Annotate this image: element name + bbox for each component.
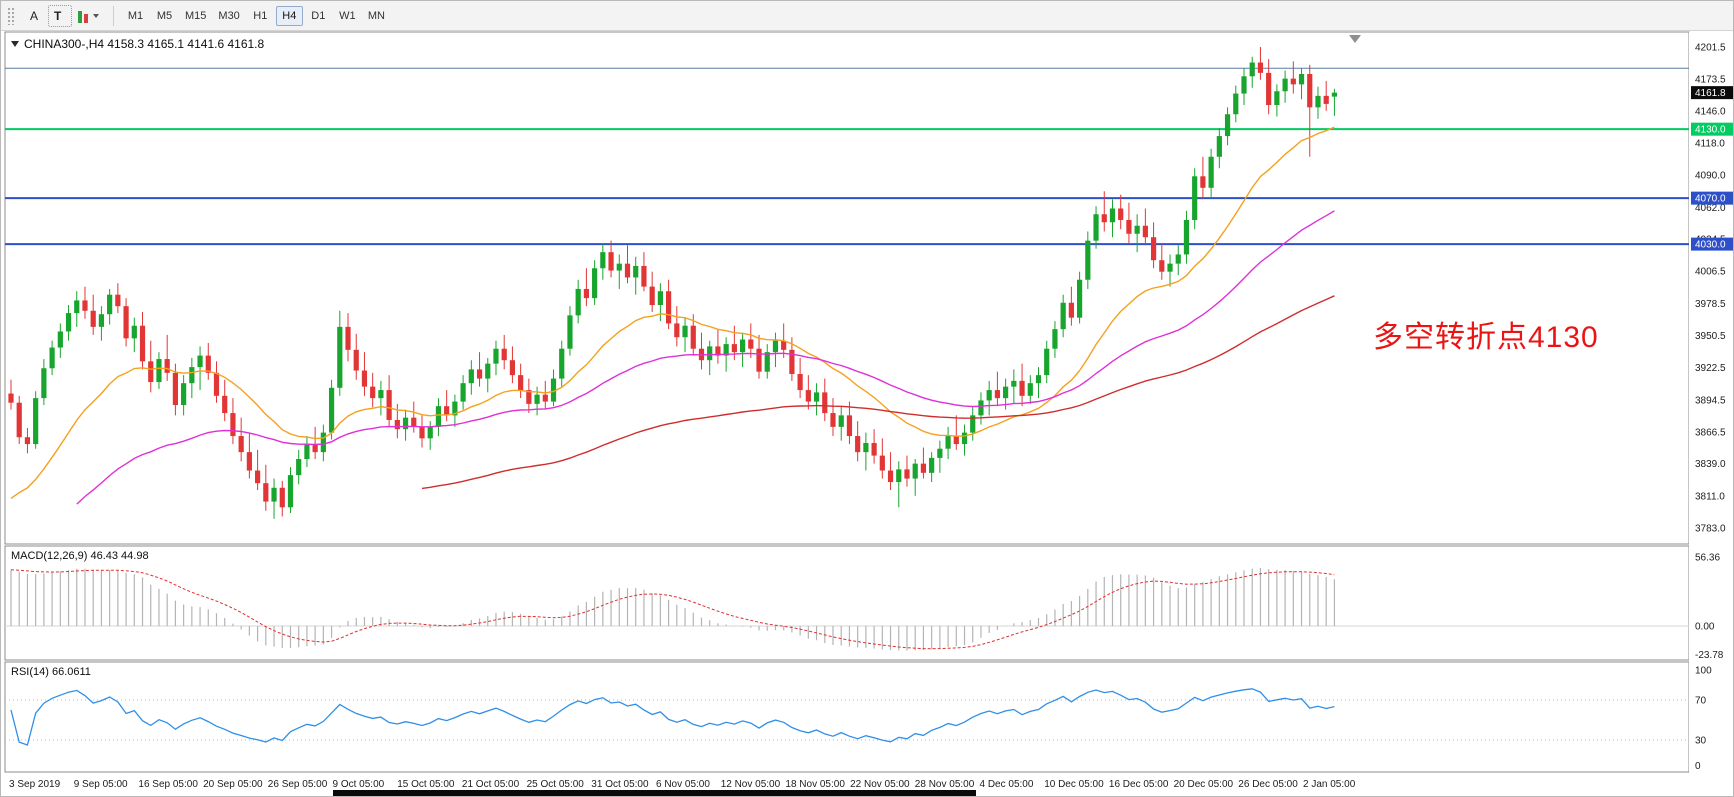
macd-pane[interactable] [4,545,1690,661]
svg-text:100: 100 [1695,666,1712,677]
svg-text:4 Dec 05:00: 4 Dec 05:00 [980,779,1034,790]
svg-text:26 Dec 05:00: 26 Dec 05:00 [1238,779,1298,790]
timeframe-button-w1[interactable]: W1 [334,6,361,26]
svg-text:4161.8: 4161.8 [1695,88,1726,99]
timeframe-group: M1 M5 M15 M30 H1 H4 D1 W1 MN [122,5,390,26]
svg-text:4201.5: 4201.5 [1695,43,1726,54]
svg-text:4118.0: 4118.0 [1695,138,1725,149]
svg-text:4130.0: 4130.0 [1695,125,1726,136]
timeframe-button-h4[interactable]: H4 [275,5,303,26]
svg-text:16 Dec 05:00: 16 Dec 05:00 [1109,779,1169,790]
svg-text:4070.0: 4070.0 [1695,194,1726,205]
svg-text:25 Oct 05:00: 25 Oct 05:00 [527,779,585,790]
svg-text:4146.0: 4146.0 [1695,106,1726,117]
rsi-label: RSI(14) 66.0611 [11,666,91,678]
svg-text:4062.0: 4062.0 [1695,203,1726,214]
svg-text:16 Sep 05:00: 16 Sep 05:00 [138,779,198,790]
svg-text:30: 30 [1695,736,1707,747]
svg-text:6 Nov 05:00: 6 Nov 05:00 [656,779,710,790]
svg-text:3811.0: 3811.0 [1695,491,1725,502]
timeframe-button-h1[interactable]: H1 [247,6,274,26]
timeframe-button-d1[interactable]: D1 [305,6,332,26]
chart-objects-button[interactable] [72,5,105,27]
svg-text:0.00: 0.00 [1695,622,1715,633]
rsi-pane[interactable] [4,661,1690,773]
svg-text:3783.0: 3783.0 [1695,523,1726,534]
price-labels: 4130.0 4070.0 4030.0 4161.8 [1691,86,1733,251]
macd-layer [5,568,1689,651]
svg-text:3978.5: 3978.5 [1695,299,1726,310]
svg-text:3922.5: 3922.5 [1695,363,1726,374]
chart-title: CHINA300-,H4 4158.3 4165.1 4141.6 4161.8 [11,37,264,51]
chart-title-text: CHINA300-,H4 4158.3 4165.1 4141.6 4161.8 [24,37,265,51]
svg-text:12 Nov 05:00: 12 Nov 05:00 [721,779,781,790]
svg-text:20 Sep 05:00: 20 Sep 05:00 [203,779,263,790]
svg-text:28 Nov 05:00: 28 Nov 05:00 [915,779,975,790]
timeframe-button-m15[interactable]: M15 [180,6,211,26]
candles-layer [8,47,1338,519]
svg-text:31 Oct 05:00: 31 Oct 05:00 [591,779,649,790]
svg-text:21 Oct 05:00: 21 Oct 05:00 [462,779,520,790]
svg-text:26 Sep 05:00: 26 Sep 05:00 [268,779,328,790]
text-tool-button[interactable]: T [48,4,72,27]
svg-text:70: 70 [1695,696,1707,707]
timeframe-button-m1[interactable]: M1 [122,6,149,26]
annotation-text[interactable]: 多空转折点4130 [1373,321,1599,354]
candlestick-icon [78,9,88,23]
svg-text:4090.0: 4090.0 [1695,171,1726,182]
timeframe-button-m5[interactable]: M5 [151,6,178,26]
timeframe-button-m30[interactable]: M30 [213,6,244,26]
main-chart-pane[interactable] [4,31,1690,545]
svg-text:9 Sep 05:00: 9 Sep 05:00 [74,779,128,790]
toolbar: A T M1 M5 M15 M30 H1 H4 D1 W1 MN [1,1,1733,31]
svg-text:9 Oct 05:00: 9 Oct 05:00 [333,779,385,790]
svg-text:2 Jan 05:00: 2 Jan 05:00 [1303,779,1356,790]
svg-text:4173.5: 4173.5 [1695,75,1726,86]
price-axis[interactable]: 4201.54173.54146.04118.04090.04062.04034… [1689,32,1734,772]
toolbar-separator [113,5,114,26]
svg-text:22 Nov 05:00: 22 Nov 05:00 [850,779,910,790]
svg-text:56.36: 56.36 [1695,552,1720,563]
svg-text:15 Oct 05:00: 15 Oct 05:00 [397,779,455,790]
chart-dropdown-icon[interactable] [11,41,19,47]
hline-objects[interactable] [5,67,1689,246]
svg-text:3894.5: 3894.5 [1695,395,1726,406]
svg-text:20 Dec 05:00: 20 Dec 05:00 [1174,779,1234,790]
chart-panes [4,31,1690,773]
svg-text:10 Dec 05:00: 10 Dec 05:00 [1044,779,1104,790]
svg-text:-23.78: -23.78 [1695,650,1724,661]
svg-text:4006.5: 4006.5 [1695,267,1726,278]
svg-text:0: 0 [1695,761,1701,772]
svg-text:4030.0: 4030.0 [1695,240,1726,251]
macd-label: MACD(12,26,9) 46.43 44.98 [11,550,149,562]
svg-text:3950.5: 3950.5 [1695,331,1726,342]
svg-text:18 Nov 05:00: 18 Nov 05:00 [785,779,845,790]
svg-text:3839.0: 3839.0 [1695,459,1726,470]
moving-averages [10,126,1335,505]
svg-text:3 Sep 2019: 3 Sep 2019 [9,779,61,790]
annotation-tool-button[interactable]: A [24,5,48,27]
chevron-down-icon [93,13,99,18]
rsi-layer [5,688,1689,746]
svg-text:3866.5: 3866.5 [1695,428,1726,439]
bottom-strip [333,790,976,796]
chart-shift-marker[interactable] [1349,35,1361,43]
toolbar-grip-icon[interactable] [7,6,16,25]
timeframe-button-mn[interactable]: MN [363,6,390,26]
